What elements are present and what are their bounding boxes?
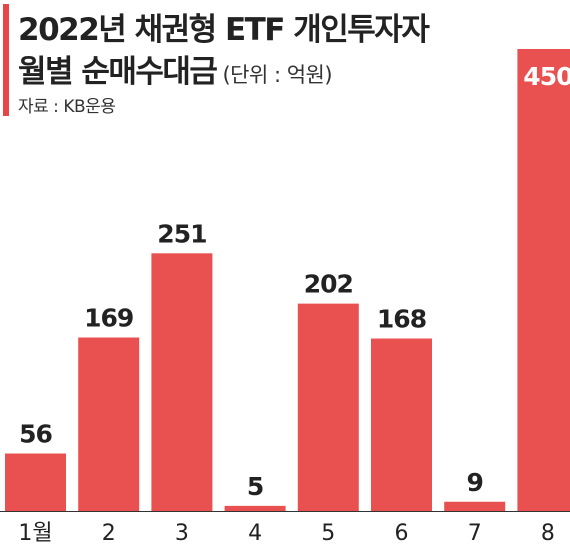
bar <box>5 453 66 511</box>
chart-title-text: 월별 순매수대금 <box>18 54 218 90</box>
bar <box>444 501 506 511</box>
x-tick-label: 3 <box>175 521 189 546</box>
data-label: 251 <box>157 219 206 248</box>
bar <box>151 253 213 511</box>
x-tick-label: 2 <box>102 521 116 546</box>
bar <box>297 303 359 511</box>
chart-title-line1: 2022년 채권형 ETF 개인투자자 <box>18 12 430 48</box>
x-tick-label: 6 <box>395 521 409 546</box>
data-label: 56 <box>19 420 52 449</box>
data-label: 5 <box>247 472 263 501</box>
source-note: 자료 : KB운용 <box>18 97 116 117</box>
x-tick-label: 8 <box>541 521 555 546</box>
bar <box>371 338 432 511</box>
x-tick-label: 4 <box>248 521 262 546</box>
bar <box>517 49 570 511</box>
chart-title-line2: 월별 순매수대금 (단위 : 억원) <box>18 46 333 91</box>
data-label: 9 <box>466 468 482 497</box>
x-tick-label: 5 <box>321 521 335 546</box>
data-label: 202 <box>304 270 353 299</box>
unit-label: (단위 : 억원) <box>222 63 333 87</box>
x-tick-label: 1월 <box>18 521 52 546</box>
x-tick-label: 7 <box>468 521 482 546</box>
data-label: 169 <box>84 303 133 332</box>
data-label: 168 <box>377 305 426 334</box>
bar <box>224 505 286 511</box>
data-label: 450 <box>523 62 570 91</box>
bar <box>78 337 140 511</box>
title-accent-bar <box>3 4 9 116</box>
